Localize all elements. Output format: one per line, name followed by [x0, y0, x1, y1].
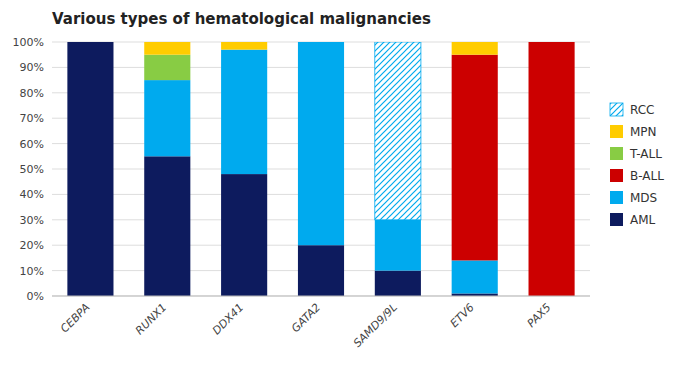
bar-segment: [144, 156, 190, 296]
y-tick-label: 0%: [27, 290, 44, 303]
x-tick-label: CEBPA: [58, 301, 93, 336]
bar-segment: [144, 42, 190, 55]
y-tick-label: 70%: [20, 112, 44, 125]
bar-segment: [221, 42, 267, 50]
bar-segment: [529, 42, 575, 296]
legend-swatch: [610, 125, 623, 138]
bars: [67, 42, 574, 296]
y-tick-label: 60%: [20, 138, 44, 151]
y-tick-label: 10%: [20, 265, 44, 278]
bar-segment: [221, 50, 267, 174]
bar-segment: [67, 42, 113, 296]
bar-segment: [375, 220, 421, 271]
bar-segment: [67, 42, 113, 43]
bar-segment: [67, 42, 113, 43]
legend-swatch: [610, 103, 623, 116]
legend-label: B-ALL: [630, 169, 664, 183]
bar-segment: [144, 55, 190, 80]
bar-segment: [298, 42, 344, 43]
legend: RCC MPN T-ALL B-ALL MDS AML: [610, 103, 664, 227]
legend-swatch: [610, 213, 623, 226]
bar-segment: [529, 42, 575, 43]
x-tick-label: SAMD9/9L: [351, 301, 400, 350]
bar-segment: [298, 42, 344, 245]
x-tick-label: DDX41: [210, 301, 246, 337]
bar-segment: [67, 42, 113, 43]
y-tick-label: 100%: [13, 36, 44, 49]
legend-label: T-ALL: [629, 147, 662, 161]
y-tick-label: 50%: [20, 163, 44, 176]
grid-line: [52, 296, 590, 297]
bar-segment: [67, 42, 113, 43]
x-axis-line: [52, 296, 590, 297]
bar-segment: [298, 245, 344, 296]
x-tick-label: PAX5: [525, 301, 554, 330]
legend-swatch: [610, 147, 623, 160]
bar-segment: [529, 42, 575, 43]
x-axis: CEBPA RUNX1 DDX41 GATA2 SAMD9/9L ETV6 PAX5: [58, 301, 554, 350]
legend-label: RCC: [630, 103, 655, 117]
legend-swatch: [610, 191, 623, 204]
legend-label: AML: [630, 213, 656, 227]
y-tick-label: 90%: [20, 61, 44, 74]
title: Various types of hematological malignanc…: [52, 10, 431, 28]
bar-segment: [452, 55, 498, 261]
y-tick-label: 40%: [20, 188, 44, 201]
bar-segment: [221, 42, 267, 43]
legend-label: MDS: [630, 191, 657, 205]
y-axis: 0% 10% 20% 30% 40% 50% 60% 70% 80% 90% 100%: [13, 36, 590, 303]
y-tick-label: 80%: [20, 87, 44, 100]
bar-segment: [298, 42, 344, 43]
bar-segment: [452, 42, 498, 43]
x-tick-label: GATA2: [289, 301, 323, 335]
bar-segment: [221, 174, 267, 296]
y-tick-label: 20%: [20, 239, 44, 252]
bar-segment: [375, 42, 421, 220]
chart-container: Various types of hematological malignanc…: [0, 0, 696, 379]
bar-segment: [298, 42, 344, 43]
bar-segment: [67, 42, 113, 43]
x-tick-label: RUNX1: [133, 301, 169, 337]
y-tick-label: 30%: [20, 214, 44, 227]
bar-segment: [298, 42, 344, 43]
bar-segment: [144, 42, 190, 43]
bar-segment: [375, 271, 421, 296]
legend-label: MPN: [630, 125, 657, 139]
bar-segment: [529, 42, 575, 43]
chart-svg: Various types of hematological malignanc…: [0, 0, 696, 379]
legend-swatch: [610, 169, 623, 182]
bar-segment: [144, 80, 190, 156]
x-tick-label: ETV6: [448, 301, 477, 330]
bar-segment: [452, 260, 498, 293]
bar-segment: [452, 42, 498, 55]
